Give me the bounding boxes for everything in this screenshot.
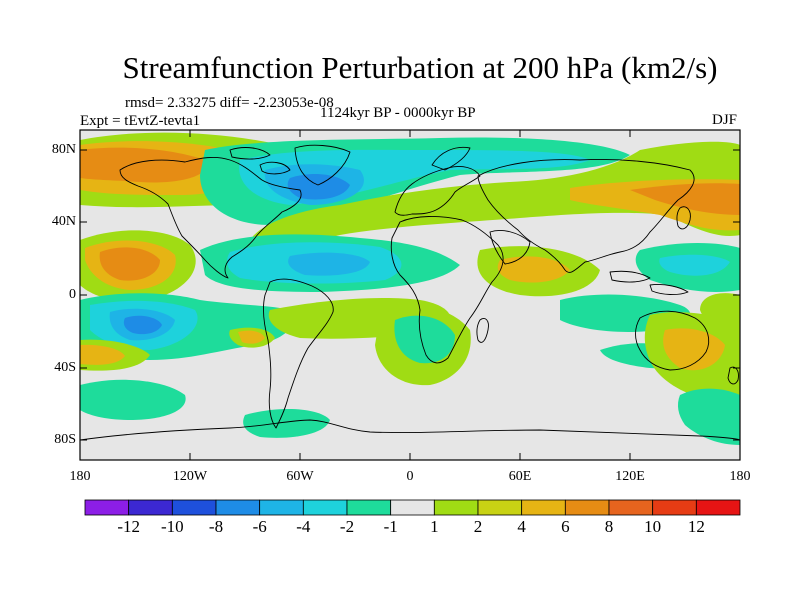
coastline (676, 206, 691, 230)
contour-region (287, 174, 350, 200)
longitude-label: 120E (615, 469, 645, 484)
colorbar-swatch (346, 499, 392, 516)
coastline (477, 159, 695, 273)
contour-region (394, 315, 455, 364)
colorbar (84, 499, 741, 516)
colorbar-label: 1 (430, 517, 439, 536)
contour-field (80, 130, 740, 460)
colorbar-swatch (128, 499, 173, 516)
colorbar-swatch (302, 499, 348, 516)
coastline (609, 270, 651, 283)
coastline (476, 318, 489, 343)
longitude-label: 120W (172, 469, 208, 484)
colorbar-swatch (477, 499, 523, 516)
period-label: 1124kyr BP - 0000kyr BP (320, 105, 476, 121)
longitude-label: 0 (406, 469, 414, 484)
longitude-label: 60E (508, 469, 532, 484)
colorbar-label: 6 (561, 517, 570, 536)
coastline (80, 419, 740, 441)
colorbar-label: -4 (296, 517, 311, 536)
colorbar-label: 2 (473, 517, 483, 536)
contour-region (659, 254, 730, 276)
colorbar-swatch (652, 499, 697, 516)
colorbar-label: -12 (117, 517, 140, 536)
coastline (119, 156, 302, 279)
colorbar-swatch (695, 499, 741, 516)
colorbar-swatch (433, 499, 479, 516)
chart-title: Streamfunction Perturbation at 200 hPa (… (122, 50, 718, 85)
colorbar-label: -10 (160, 517, 184, 536)
coastline (259, 161, 291, 175)
longitude-label: 180 (69, 469, 91, 484)
season-label: DJF (712, 112, 738, 128)
colorbar-swatch (84, 499, 130, 516)
colorbar-label: -6 (252, 517, 267, 536)
latitude-label: 80S (54, 432, 76, 447)
coastlines (80, 144, 740, 441)
contour-region (663, 328, 725, 371)
contour-region (677, 388, 740, 445)
stats-label: rmsd= 2.33275 diff= -2.23053e-08 (125, 95, 334, 111)
coastline (431, 146, 471, 171)
contour-region (123, 315, 162, 335)
latitude-label: 40N (51, 214, 76, 229)
coastline (649, 284, 689, 295)
longitude-label: 180 (729, 469, 751, 484)
coastline (229, 147, 271, 160)
contour-region (288, 252, 370, 276)
contour-region (80, 147, 207, 183)
colorbar-label: 8 (604, 517, 614, 536)
contour-region (80, 379, 186, 420)
colorbar-swatch (171, 499, 217, 516)
colorbar-swatch (215, 499, 261, 516)
coastline (394, 165, 481, 216)
coastline (294, 144, 351, 186)
colorbar-label: -8 (208, 517, 224, 536)
contour-region (630, 183, 740, 215)
colorbar-swatch (259, 499, 304, 516)
contour-region (238, 330, 265, 344)
latitude-label: 0 (69, 287, 76, 302)
colorbar-label: -2 (339, 517, 355, 536)
contour-region (497, 256, 570, 283)
colorbar-swatch (390, 499, 435, 516)
colorbar-label: 12 (687, 517, 705, 536)
coastline (635, 310, 710, 371)
contour-region (243, 408, 330, 438)
contour-region (80, 344, 125, 365)
contour-region (99, 247, 160, 281)
longitude-label: 60W (286, 469, 314, 484)
colorbar-swatch (521, 499, 566, 516)
colorbar-label: -1 (383, 517, 398, 536)
contour-region (250, 141, 740, 245)
colorbar-swatch (564, 499, 610, 516)
colorbar-swatch (608, 499, 654, 516)
colorbar-label: 4 (517, 517, 526, 536)
colorbar-label: 10 (644, 517, 662, 536)
latitude-label: 80N (51, 142, 76, 157)
coastline (489, 230, 531, 265)
experiment-label: Expt = tEvtZ-tevta1 (80, 113, 201, 129)
coastline (390, 216, 504, 364)
coastline (263, 278, 334, 429)
latitude-label: 40S (54, 360, 76, 375)
